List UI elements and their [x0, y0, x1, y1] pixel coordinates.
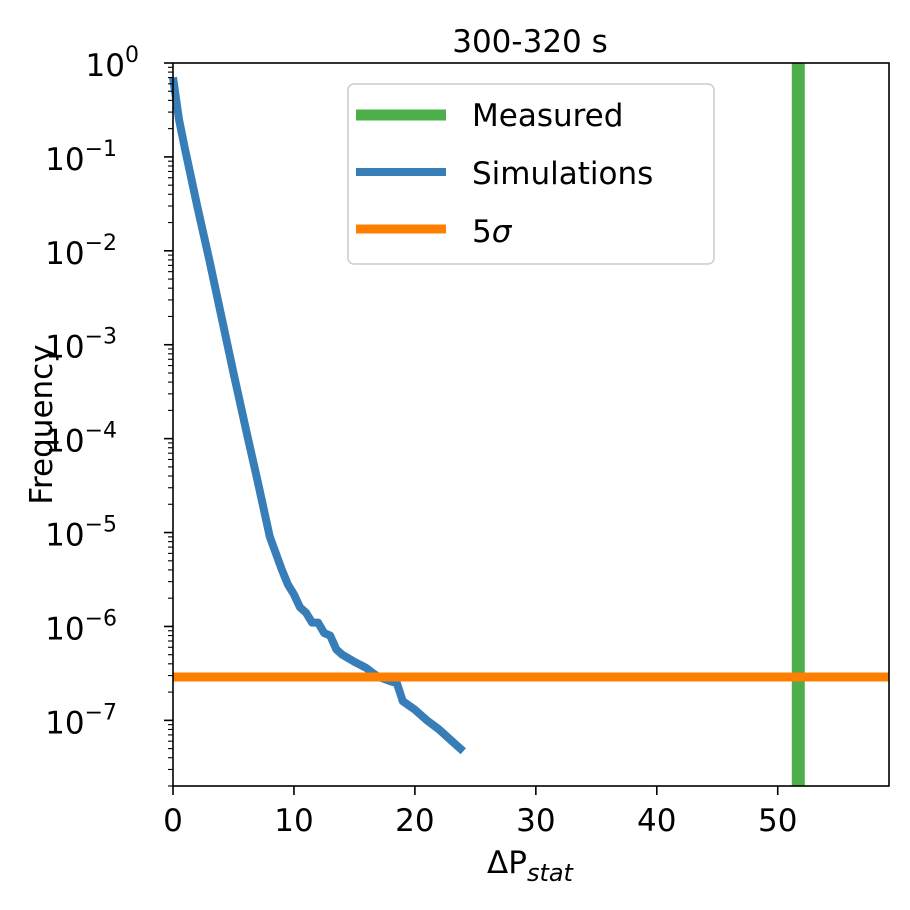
legend-label-5sigma-digit: 5 [472, 214, 492, 250]
legend-label-measured: Measured [472, 98, 623, 134]
y-tick-label-exponent: −3 [85, 325, 117, 350]
x-axis-label-subscript: stat [527, 859, 575, 887]
x-axis-label-main: ΔP [487, 845, 527, 881]
y-tick-label-exponent: −5 [85, 513, 117, 538]
y-tick-label: 10−3 [45, 325, 117, 366]
y-tick-label-exponent: −1 [85, 137, 117, 162]
y-tick-label: 10−7 [45, 700, 117, 741]
y-tick-label: 10−2 [45, 231, 117, 272]
y-tick-label-base: 10 [45, 330, 84, 366]
x-tick-label: 0 [163, 803, 183, 839]
y-tick-label: 10−6 [45, 606, 117, 647]
y-tick-label-exponent: −6 [85, 606, 117, 631]
y-tick-label-exponent: −7 [85, 700, 117, 725]
x-tick-label: 40 [637, 803, 676, 839]
legend-label-5sigma: 5σ [472, 214, 513, 250]
y-tick-label: 100 [86, 43, 139, 84]
legend-label-5sigma-symbol: σ [492, 214, 513, 250]
y-axis-label: Frequency [24, 344, 60, 504]
y-tick-label-exponent: −2 [85, 231, 117, 256]
y-tick-label-base: 10 [86, 48, 125, 84]
x-tick-label: 20 [395, 803, 434, 839]
y-tick-label: 10−1 [45, 137, 117, 178]
y-tick-label-base: 10 [45, 705, 84, 741]
x-axis-label: ΔPstat [487, 845, 575, 887]
y-tick-label: 10−5 [45, 513, 117, 554]
x-tick-label: 30 [516, 803, 555, 839]
y-tick-label-exponent: −4 [85, 419, 117, 444]
legend-label-simulations: Simulations [472, 156, 653, 192]
plot-frame [172, 62, 890, 787]
y-tick-label-exponent: 0 [125, 43, 139, 68]
y-tick-label: 10−4 [45, 419, 117, 460]
y-tick-label-base: 10 [45, 518, 84, 554]
series-layer [169, 63, 889, 786]
legend: Measured Simulations 5σ [347, 83, 715, 265]
axes-layer: 0 10 20 30 40 5010010−110−210−310−410−510−610… [45, 43, 797, 839]
legend-box [347, 83, 715, 265]
chart-title: 300-320 s [452, 24, 608, 60]
y-tick-label-base: 10 [45, 236, 84, 272]
x-tick-label: 10 [274, 803, 313, 839]
x-tick-label: 50 [758, 803, 797, 839]
y-tick-label-base: 10 [45, 424, 84, 460]
y-tick-label-base: 10 [45, 142, 84, 178]
y-tick-label-base: 10 [45, 611, 84, 647]
